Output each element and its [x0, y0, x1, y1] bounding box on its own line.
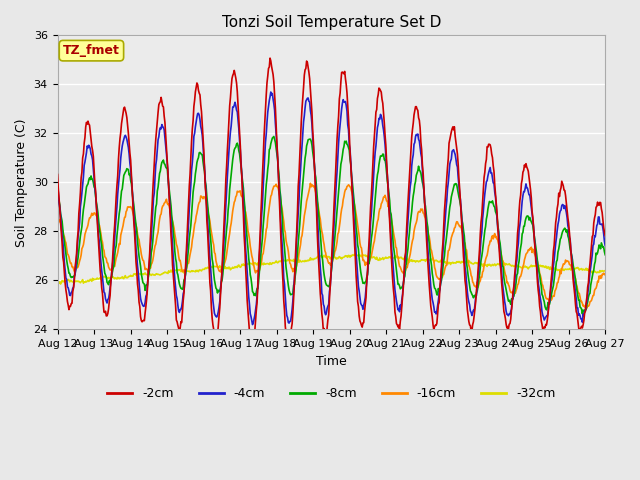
-8cm	[415, 163, 422, 169]
Line: -2cm: -2cm	[58, 58, 605, 348]
-2cm	[120, 106, 127, 111]
-4cm	[415, 138, 423, 144]
-8cm	[175, 281, 183, 287]
-2cm	[205, 244, 212, 250]
-32cm	[57, 281, 65, 287]
-32cm	[399, 255, 407, 261]
-16cm	[583, 305, 591, 311]
-4cm	[602, 243, 609, 249]
-16cm	[415, 209, 422, 215]
-16cm	[602, 272, 609, 278]
Title: Tonzi Soil Temperature Set D: Tonzi Soil Temperature Set D	[221, 15, 441, 30]
-32cm	[177, 266, 184, 272]
-16cm	[205, 212, 212, 218]
-8cm	[579, 311, 586, 317]
-2cm	[63, 299, 71, 304]
-2cm	[399, 284, 407, 290]
-4cm	[54, 184, 61, 190]
-4cm	[267, 89, 275, 95]
-4cm	[399, 280, 407, 286]
-32cm	[205, 265, 213, 271]
-2cm	[284, 346, 291, 351]
-32cm	[65, 276, 72, 282]
-2cm	[415, 118, 423, 123]
-2cm	[266, 55, 274, 61]
-8cm	[270, 133, 278, 139]
-4cm	[249, 322, 257, 327]
-16cm	[120, 218, 127, 224]
-16cm	[307, 180, 314, 186]
-4cm	[63, 284, 71, 290]
-8cm	[602, 252, 609, 258]
-32cm	[602, 268, 609, 274]
-8cm	[120, 172, 127, 178]
-8cm	[54, 194, 61, 200]
X-axis label: Time: Time	[316, 355, 347, 368]
-32cm	[54, 278, 61, 284]
-2cm	[175, 330, 183, 336]
-2cm	[602, 233, 609, 239]
Line: -32cm: -32cm	[58, 254, 605, 284]
Line: -4cm: -4cm	[58, 92, 605, 324]
-4cm	[205, 230, 212, 236]
Legend: -2cm, -4cm, -8cm, -16cm, -32cm: -2cm, -4cm, -8cm, -16cm, -32cm	[102, 383, 561, 406]
Y-axis label: Soil Temperature (C): Soil Temperature (C)	[15, 118, 28, 247]
-32cm	[415, 258, 423, 264]
-16cm	[175, 258, 183, 264]
-16cm	[63, 251, 71, 257]
-8cm	[63, 262, 71, 268]
-4cm	[175, 310, 183, 315]
Line: -16cm: -16cm	[58, 183, 605, 308]
Text: TZ_fmet: TZ_fmet	[63, 44, 120, 57]
Line: -8cm: -8cm	[58, 136, 605, 314]
-8cm	[399, 283, 406, 289]
-8cm	[205, 210, 212, 216]
-32cm	[121, 274, 129, 279]
-32cm	[351, 251, 358, 257]
-2cm	[54, 171, 61, 177]
-16cm	[399, 269, 406, 275]
-16cm	[54, 214, 61, 220]
-4cm	[120, 137, 127, 143]
